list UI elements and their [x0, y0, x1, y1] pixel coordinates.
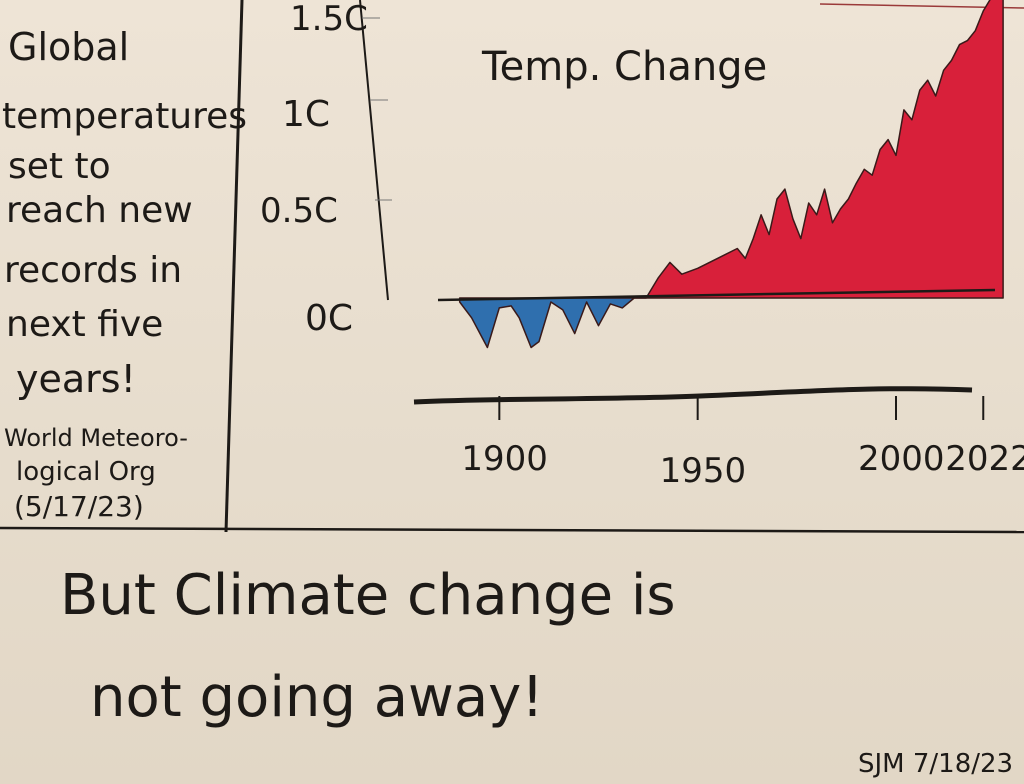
- source-line-3: (5/17/23): [14, 490, 144, 523]
- source-line-1: World Meteoro-: [4, 424, 188, 452]
- x-tick-label-2022: 2022: [945, 439, 1024, 479]
- left-line-4: reach new: [6, 190, 193, 231]
- x-tick-label-2000: 2000: [858, 439, 945, 479]
- message-line-2: not going away!: [90, 665, 544, 730]
- left-line-5: records in: [4, 250, 182, 291]
- y-tick-label-0: 0C: [305, 298, 353, 339]
- y-tick-label-1.5: 1.5C: [290, 0, 368, 39]
- x-axis-line: [413, 386, 973, 405]
- left-line-7: years!: [16, 357, 136, 401]
- left-divider: [224, 0, 244, 533]
- left-panel: Global temperatures set to reach new rec…: [2, 25, 247, 523]
- source-line-2: logical Org: [16, 457, 156, 487]
- chart-title: Temp. Change: [481, 44, 767, 90]
- y-tick-label-1: 1C: [282, 94, 330, 135]
- y-tick-label-0.5: 0.5C: [260, 191, 338, 231]
- message-line-1: But Climate change is: [60, 563, 676, 628]
- below-zero-area: [458, 297, 647, 349]
- x-tick-label-1900: 1900: [461, 439, 548, 479]
- left-line-3: set to: [8, 146, 111, 187]
- signature: SJM 7/18/23: [858, 749, 1013, 779]
- area-series: [458, 0, 1004, 349]
- above-zero-area: [633, 0, 1004, 299]
- x-axis: 1900 1950 2000 2022: [461, 396, 1024, 491]
- y-axis: 1.5C 1C 0.5C 0C: [260, 0, 392, 339]
- left-line-1: Global: [8, 25, 129, 69]
- x-tick-label-1950: 1950: [660, 451, 747, 491]
- y-axis-line: [359, 0, 389, 301]
- left-line-2: temperatures: [2, 96, 247, 137]
- bottom-divider: [0, 526, 1024, 534]
- zero-baseline: [437, 288, 996, 302]
- left-line-6: next five: [6, 304, 163, 345]
